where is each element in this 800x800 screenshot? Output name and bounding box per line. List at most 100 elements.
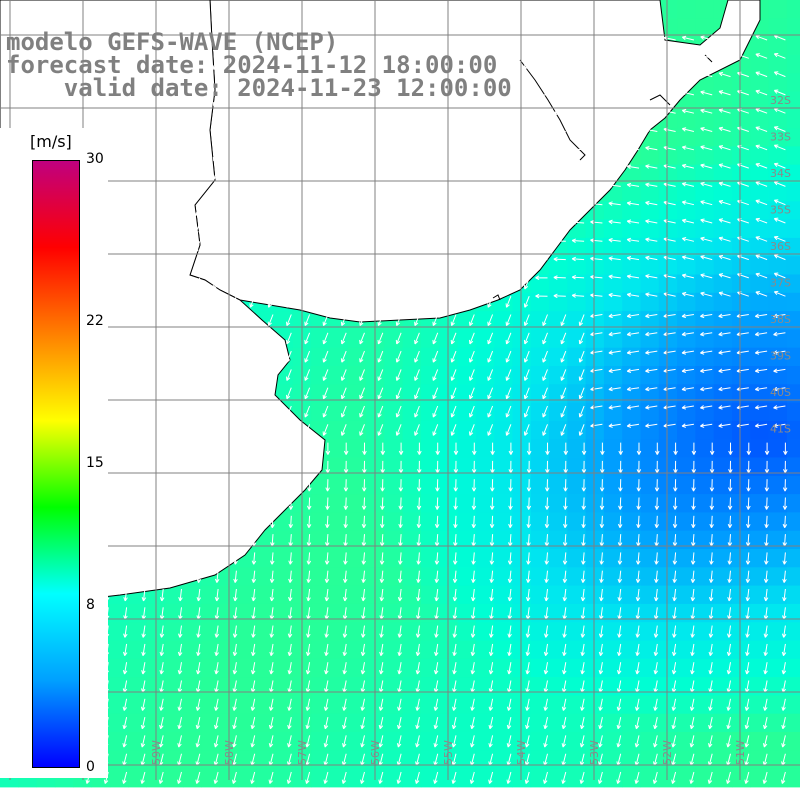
wind-arrow xyxy=(194,39,201,52)
wind-cell xyxy=(640,274,660,294)
wind-arrow xyxy=(718,236,731,242)
wind-arrow xyxy=(542,350,548,363)
wind-arrow xyxy=(286,204,292,217)
wind-arrow xyxy=(543,716,548,730)
wind-cell xyxy=(695,494,715,513)
wind-cell xyxy=(732,219,751,239)
wind-cell xyxy=(402,750,422,770)
wind-cell xyxy=(567,622,587,641)
wind-arrow xyxy=(194,167,201,180)
wind-cell xyxy=(475,622,495,641)
wind-arrow xyxy=(452,625,457,638)
wind-arrow xyxy=(523,222,530,235)
wind-arrow xyxy=(773,162,786,169)
wind-cell xyxy=(567,274,587,294)
title-model: modelo GEFS-WAVE (NCEP) xyxy=(6,28,339,56)
wind-arrow xyxy=(535,293,548,299)
wind-cell xyxy=(457,750,477,770)
wind-cell xyxy=(658,347,678,367)
wind-cell xyxy=(384,750,404,770)
wind-cell xyxy=(439,768,458,788)
wind-arrow xyxy=(231,771,237,784)
wind-arrow xyxy=(139,186,146,198)
wind-arrow xyxy=(526,442,532,455)
wind-cell xyxy=(786,732,800,751)
wind-arrow xyxy=(395,332,402,345)
wind-cell xyxy=(585,603,605,623)
wind-arrow xyxy=(322,314,329,327)
wind-arrow xyxy=(267,369,274,381)
wind-arrow xyxy=(783,442,788,455)
wind-cell xyxy=(329,475,349,495)
wind-arrow xyxy=(700,368,713,373)
wind-arrow xyxy=(214,643,219,657)
wind-arrow xyxy=(636,479,641,492)
wind-cell xyxy=(439,530,458,550)
wind-arrow xyxy=(763,716,768,730)
wind-cell xyxy=(567,512,587,532)
wind-cell xyxy=(439,347,458,367)
wind-cell xyxy=(640,292,660,312)
wind-arrow xyxy=(233,570,238,583)
wind-arrow xyxy=(122,716,128,730)
wind-cell xyxy=(713,183,733,202)
wind-cell xyxy=(329,530,349,550)
wind-cell xyxy=(750,494,770,513)
wind-arrow xyxy=(581,479,587,492)
wind-arrow xyxy=(233,588,238,602)
wind-arrow xyxy=(267,76,274,89)
wind-arrow xyxy=(763,643,768,657)
wind-arrow xyxy=(598,625,604,638)
wind-arrow xyxy=(451,735,457,748)
wind-arrow xyxy=(571,183,585,189)
wind-arrow xyxy=(571,201,585,207)
wind-arrow xyxy=(395,424,402,436)
wind-arrow xyxy=(122,662,128,675)
wind-arrow xyxy=(523,149,530,162)
wind-arrow xyxy=(194,204,201,217)
wind-arrow xyxy=(453,515,458,529)
wind-cell xyxy=(439,585,458,605)
wind-cell xyxy=(658,512,678,532)
wind-arrow xyxy=(450,387,457,400)
wind-cell xyxy=(475,347,495,367)
wind-arrow xyxy=(195,716,201,730)
wind-cell xyxy=(164,622,184,641)
wind-arrow xyxy=(340,186,347,198)
wind-arrow xyxy=(626,146,640,151)
wind-arrow xyxy=(197,442,203,455)
wind-cell xyxy=(201,768,221,788)
wind-arrow xyxy=(157,149,164,162)
wind-arrow xyxy=(286,113,292,125)
wind-cell xyxy=(567,384,587,404)
wind-cell xyxy=(311,366,330,385)
wind-cell xyxy=(585,768,605,788)
wind-arrow xyxy=(608,219,621,225)
wind-arrow xyxy=(304,149,311,162)
wind-cell xyxy=(439,475,458,495)
wind-arrow xyxy=(231,149,237,162)
wind-cell xyxy=(475,768,495,788)
wind-cell xyxy=(457,439,477,458)
wind-arrow xyxy=(580,698,585,711)
wind-cell xyxy=(402,768,422,788)
wind-arrow xyxy=(654,515,660,529)
wind-cell xyxy=(658,549,678,568)
legend-tick-22: 22 xyxy=(86,313,104,330)
wind-cell xyxy=(329,494,349,513)
wind-arrow xyxy=(359,222,365,235)
wind-arrow xyxy=(139,39,146,52)
wind-arrow xyxy=(506,735,512,748)
wind-arrow xyxy=(178,515,184,529)
wind-arrow xyxy=(359,39,365,52)
wind-arrow xyxy=(523,259,530,272)
wind-arrow xyxy=(140,698,146,711)
wind-arrow xyxy=(608,146,621,151)
wind-arrow xyxy=(267,259,274,272)
wind-arrow xyxy=(645,255,658,261)
wind-arrow xyxy=(414,131,420,144)
lat-label-36S: 36S xyxy=(770,240,791,253)
wind-cell xyxy=(549,256,568,275)
wind-arrow xyxy=(488,735,494,748)
